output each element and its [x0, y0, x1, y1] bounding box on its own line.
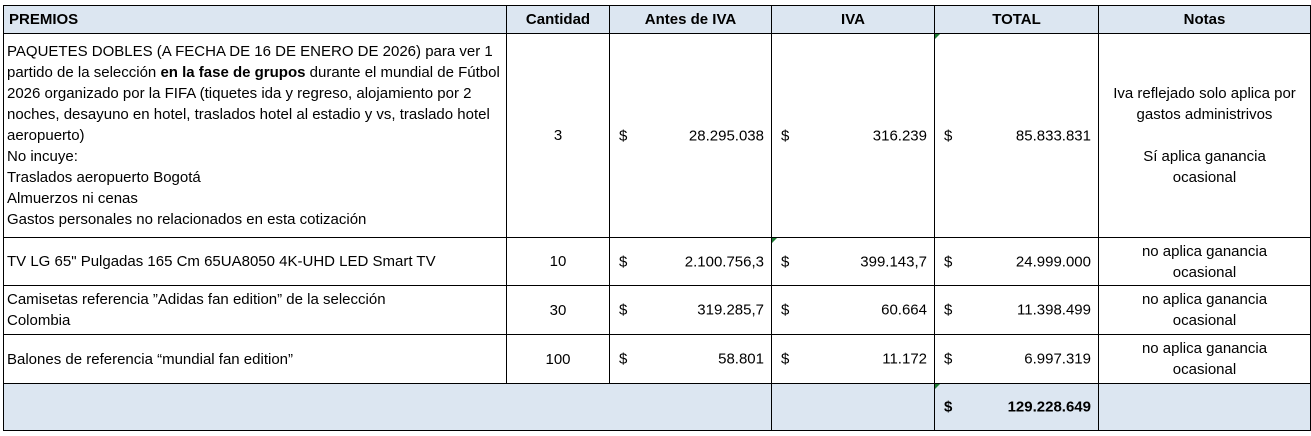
- grand-total-cell[interactable]: $129.228.649: [934, 383, 1099, 431]
- antes-iva-value: 319.285,7: [697, 301, 764, 319]
- header-row: PREMIOS Cantidad Antes de IVA IVA TOTAL …: [3, 5, 1311, 34]
- antes-iva-value: 58.801: [718, 350, 764, 368]
- antes-iva-value: 28.295.038: [688, 127, 764, 144]
- total-row-iva-cell[interactable]: [771, 383, 935, 431]
- cell-total[interactable]: $6.997.319: [934, 334, 1099, 384]
- currency-symbol: $: [944, 398, 953, 416]
- total-row-blank-cell[interactable]: [3, 383, 772, 431]
- currency-symbol: $: [781, 350, 790, 368]
- note-spacer: [1100, 125, 1310, 146]
- cell-iva[interactable]: $399.143,7: [771, 237, 935, 286]
- currency-symbol: $: [944, 301, 953, 319]
- currency-symbol: $: [944, 253, 953, 270]
- currency-symbol: $: [781, 301, 790, 319]
- cell-total[interactable]: $24.999.000: [934, 237, 1099, 286]
- currency-symbol: $: [781, 253, 790, 270]
- premios-table: PREMIOS Cantidad Antes de IVA IVA TOTAL …: [3, 5, 1311, 431]
- exclusion-item: Gastos personales no relacionados en est…: [7, 211, 367, 228]
- cantidad-value: 3: [553, 127, 563, 144]
- header-total[interactable]: TOTAL: [934, 5, 1099, 34]
- cell-premio-description[interactable]: Balones de referencia “mundial fan editi…: [3, 334, 507, 384]
- cell-cantidad[interactable]: 10: [506, 237, 610, 286]
- currency-symbol: $: [619, 253, 628, 270]
- table-row: TV LG 65" Pulgadas 165 Cm 65UA8050 4K-UH…: [3, 237, 1311, 286]
- cell-cantidad[interactable]: 100: [506, 334, 610, 384]
- total-value: 6.997.319: [1024, 350, 1091, 368]
- cell-antes-iva[interactable]: $28.295.038: [609, 33, 772, 238]
- currency-symbol: $: [619, 301, 628, 319]
- comment-marker-icon: [772, 238, 777, 243]
- cell-premio-description[interactable]: Camisetas referencia ”Adidas fan edition…: [3, 285, 507, 335]
- cell-notas[interactable]: no aplica ganancia ocasional: [1098, 285, 1311, 335]
- exclusions-title: No incuye:: [7, 148, 78, 165]
- cell-antes-iva[interactable]: $58.801: [609, 334, 772, 384]
- total-row-notas-cell[interactable]: [1098, 383, 1311, 431]
- currency-symbol: $: [944, 127, 953, 144]
- grand-total-row: $129.228.649: [3, 383, 1311, 431]
- currency-symbol: $: [619, 350, 628, 368]
- comment-marker-icon: [935, 34, 940, 39]
- note-text: Iva reflejado solo aplica por gastos adm…: [1113, 85, 1296, 123]
- iva-value: 11.172: [882, 350, 927, 368]
- table-row: Balones de referencia “mundial fan editi…: [3, 334, 1311, 384]
- cell-premio-description[interactable]: TV LG 65" Pulgadas 165 Cm 65UA8050 4K-UH…: [3, 237, 507, 286]
- antes-iva-value: 2.100.756,3: [684, 253, 764, 270]
- table-row: Camisetas referencia ”Adidas fan edition…: [3, 285, 1311, 335]
- total-value: 85.833.831: [1015, 127, 1091, 144]
- cell-total[interactable]: $11.398.499: [934, 285, 1099, 335]
- cell-iva[interactable]: $11.172: [771, 334, 935, 384]
- currency-symbol: $: [619, 127, 628, 144]
- note-text: Sí aplica ganancia ocasional: [1143, 148, 1266, 186]
- cell-premio-description[interactable]: PAQUETES DOBLES (A FECHA DE 16 DE ENERO …: [3, 33, 507, 238]
- total-value: 11.398.499: [1017, 301, 1091, 319]
- exclusion-item: Traslados aeropuerto Bogotá: [7, 169, 201, 186]
- iva-value: 399.143,7: [860, 253, 927, 270]
- note-text: no aplica ganancia ocasional: [1141, 242, 1268, 281]
- comment-marker-icon: [935, 384, 940, 389]
- table-row: PAQUETES DOBLES (A FECHA DE 16 DE ENERO …: [3, 33, 1311, 238]
- note-text: no aplica ganancia ocasional: [1141, 340, 1268, 378]
- cell-notas[interactable]: Iva reflejado solo aplica por gastos adm…: [1098, 33, 1311, 238]
- cell-cantidad[interactable]: 3: [506, 33, 610, 238]
- cell-cantidad[interactable]: 30: [506, 285, 610, 335]
- header-notas[interactable]: Notas: [1098, 5, 1311, 34]
- note-text: no aplica ganancia ocasional: [1141, 291, 1268, 329]
- spreadsheet-table-container: PREMIOS Cantidad Antes de IVA IVA TOTAL …: [3, 5, 1311, 431]
- header-premios[interactable]: PREMIOS: [3, 5, 507, 34]
- cantidad-value: 100: [545, 350, 571, 368]
- cell-notas[interactable]: no aplica ganancia ocasional: [1098, 334, 1311, 384]
- cell-antes-iva[interactable]: $2.100.756,3: [609, 237, 772, 286]
- cell-iva[interactable]: $316.239: [771, 33, 935, 238]
- exclusion-item: Almuerzos ni cenas: [7, 190, 138, 207]
- cell-antes-iva[interactable]: $319.285,7: [609, 285, 772, 335]
- header-antes-iva[interactable]: Antes de IVA: [609, 5, 772, 34]
- cantidad-value: 30: [549, 301, 567, 319]
- iva-value: 60.664: [881, 301, 927, 319]
- header-iva[interactable]: IVA: [771, 5, 935, 34]
- cell-iva[interactable]: $60.664: [771, 285, 935, 335]
- cantidad-value: 10: [549, 253, 567, 270]
- currency-symbol: $: [781, 127, 790, 144]
- premio-description-text: PAQUETES DOBLES (A FECHA DE 16 DE ENERO …: [7, 43, 500, 144]
- grand-total-value: 129.228.649: [1007, 398, 1091, 416]
- cell-notas[interactable]: no aplica ganancia ocasional: [1098, 237, 1311, 286]
- total-value: 24.999.000: [1015, 253, 1091, 270]
- cell-total[interactable]: $85.833.831: [934, 33, 1099, 238]
- iva-value: 316.239: [872, 127, 927, 144]
- currency-symbol: $: [944, 350, 953, 368]
- header-cantidad[interactable]: Cantidad: [506, 5, 610, 34]
